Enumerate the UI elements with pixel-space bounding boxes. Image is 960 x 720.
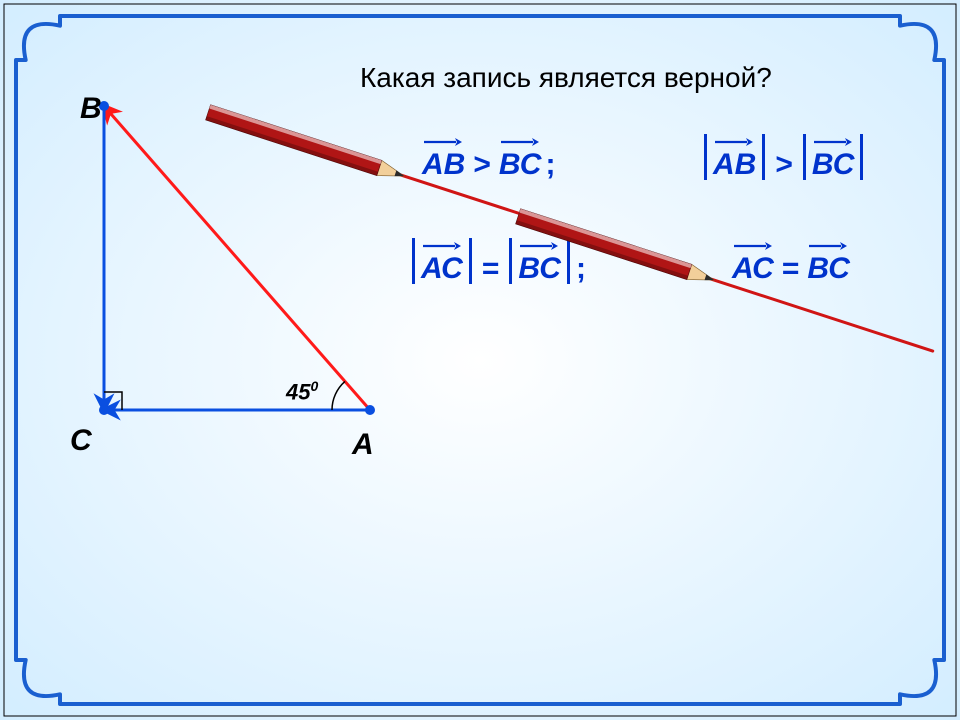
point-label-c: С	[70, 424, 92, 458]
question-text: Какая запись является верной?	[360, 62, 772, 94]
angle-label-45: 450	[286, 378, 318, 405]
slide-canvas	[0, 0, 960, 720]
point-label-a: А	[352, 428, 374, 462]
expr-abs-ac-eq-abs-bc: АС= ВС;	[408, 252, 586, 286]
expr-abs-ab-gt-abs-bc: АВ> ВС	[700, 148, 867, 182]
point-label-b: В	[80, 92, 102, 126]
expr-ab-gt-bc-plain: АВ> ВС;	[420, 148, 555, 182]
expr-ac-eq-bc-plain: АС= ВС	[730, 252, 852, 286]
